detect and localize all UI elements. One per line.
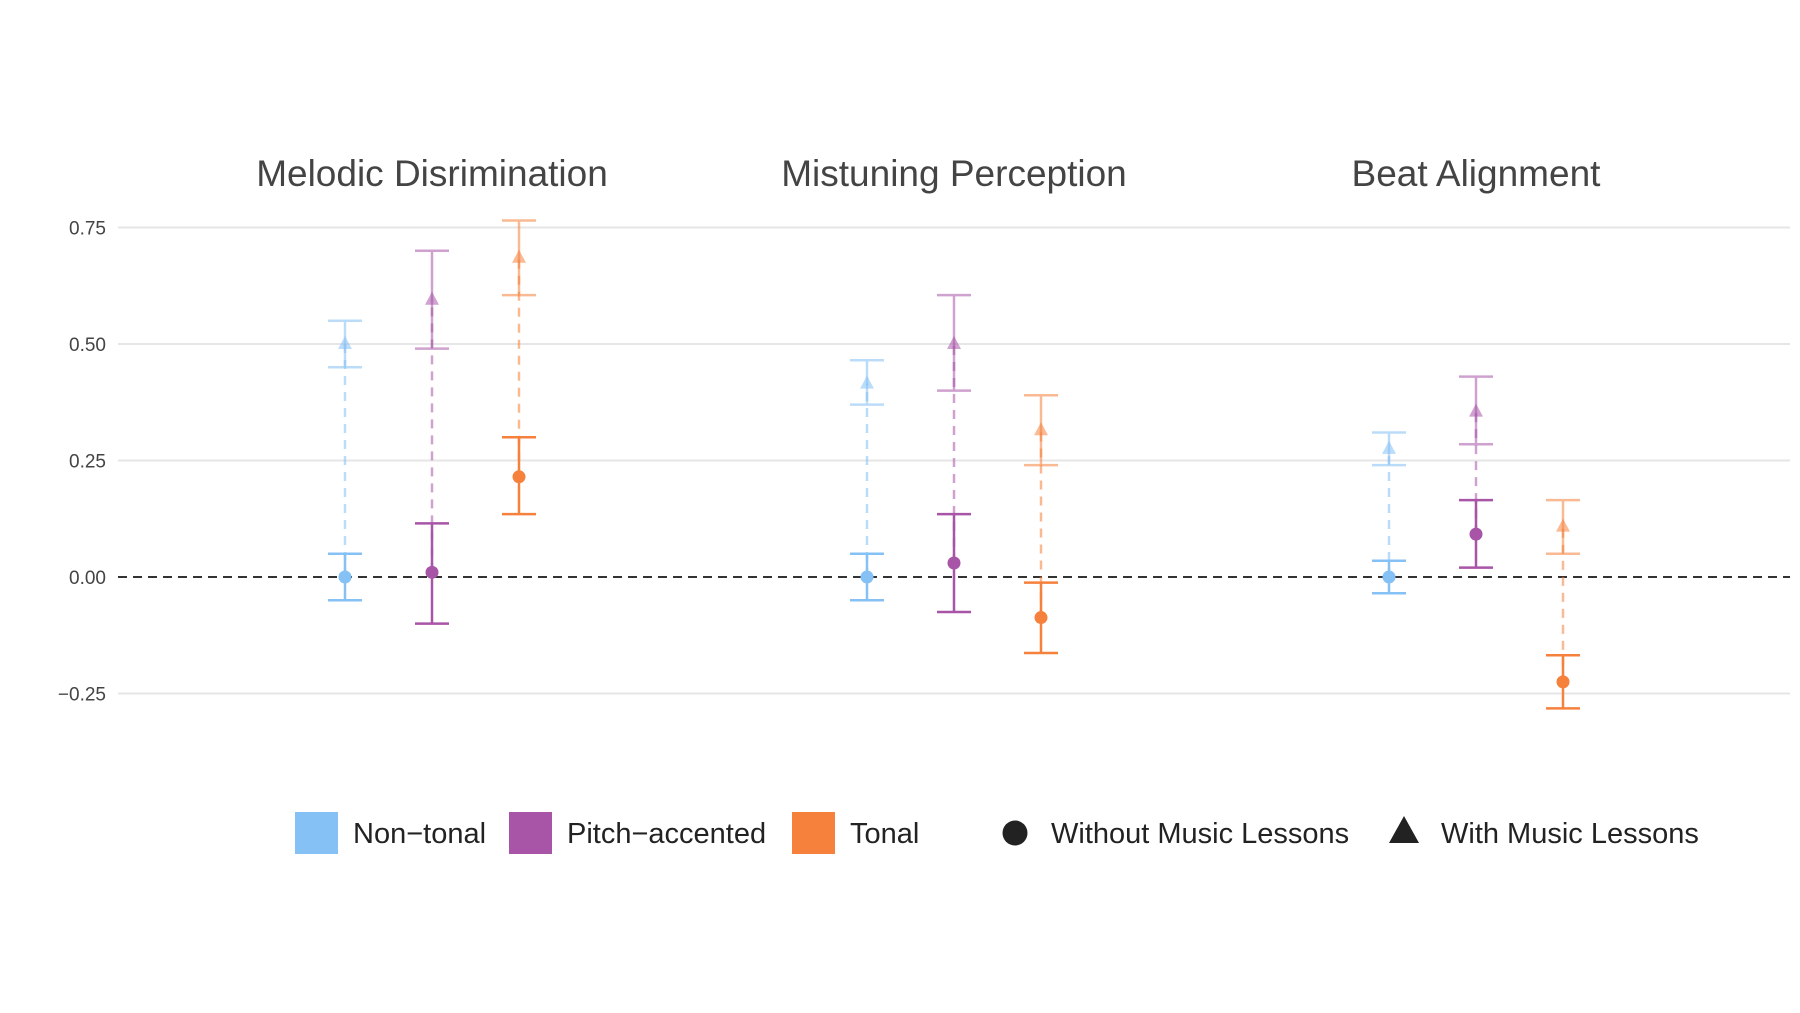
- melodic-disrimination-tonal-point-range: [502, 219, 536, 516]
- y-tick-label: 0.50: [69, 335, 106, 356]
- mistuning-perception-tonal-without-lessons-point: [1034, 611, 1048, 625]
- mistuning-perception-non-tonal-without-lessons-point: [860, 570, 874, 584]
- legend-label-pitch-accented: Pitch−accented: [567, 818, 766, 850]
- beat-alignment-non-tonal-with-lessons-triangle: [1382, 440, 1396, 454]
- mistuning-perception-pitch-accented-without-lessons-point: [947, 556, 961, 570]
- y-tick-label: 0.25: [69, 452, 106, 473]
- legend-circle-icon: [1002, 820, 1028, 846]
- melodic-disrimination-non-tonal-without-lessons-point: [338, 570, 352, 584]
- legend-label-tonal: Tonal: [850, 818, 919, 850]
- melodic-disrimination-pitch-accented-with-lessons-triangle: [425, 291, 439, 305]
- y-tick-label: 0.75: [69, 219, 106, 240]
- mistuning-perception-tonal-point-range: [1024, 394, 1058, 655]
- melodic-disrimination-tonal-with-lessons-triangle: [512, 249, 526, 263]
- y-tick-label: −0.25: [58, 685, 106, 706]
- panel-title-mistuning-perception: Mistuning Perception: [781, 153, 1127, 194]
- melodic-disrimination-pitch-accented-without-lessons-point: [425, 565, 439, 579]
- beat-alignment-pitch-accented-with-lessons-triangle: [1469, 403, 1483, 417]
- panel-title-melodic-disrimination: Melodic Disrimination: [256, 153, 608, 194]
- legend-swatch-pitch-accented: [509, 812, 552, 854]
- melodic-disrimination-non-tonal-with-lessons-triangle: [338, 336, 352, 349]
- beat-alignment-tonal-point-range: [1546, 498, 1580, 710]
- y-tick-label: 0.00: [69, 568, 106, 589]
- mistuning-perception-pitch-accented-point-range: [937, 293, 971, 614]
- melodic-disrimination-non-tonal-point-range: [328, 319, 362, 602]
- legend-label-non-tonal: Non−tonal: [353, 818, 486, 850]
- mistuning-perception-pitch-accented-with-lessons-triangle: [947, 336, 961, 349]
- beat-alignment-pitch-accented-point-range: [1459, 375, 1493, 569]
- beat-alignment-pitch-accented-without-lessons-point: [1469, 527, 1483, 541]
- beat-alignment-tonal-with-lessons-triangle: [1556, 518, 1570, 532]
- chart-marks: [328, 219, 1580, 710]
- melodic-disrimination-pitch-accented-point-range: [415, 249, 449, 625]
- mistuning-perception-non-tonal-with-lessons-triangle: [860, 375, 874, 389]
- legend: Non−tonal Pitch−accented Tonal Without Musi…: [295, 812, 1699, 854]
- panel-titles: Melodic Disrimination Mistuning Perceptio…: [256, 153, 1601, 194]
- legend-label-without-music-lessons: Without Music Lessons: [1051, 818, 1349, 850]
- y-axis-tick-labels: −0.25 0.00 0.25 0.50 0.75: [58, 219, 106, 706]
- beat-alignment-non-tonal-point-range: [1372, 431, 1406, 595]
- legend-swatch-tonal: [792, 812, 835, 854]
- mistuning-perception-tonal-with-lessons-triangle: [1034, 422, 1048, 436]
- legend-label-with-music-lessons: With Music Lessons: [1441, 818, 1699, 850]
- melodic-disrimination-tonal-without-lessons-point: [512, 470, 526, 484]
- beat-alignment-tonal-without-lessons-point: [1556, 675, 1570, 689]
- legend-triangle-icon: [1389, 816, 1419, 843]
- panel-title-beat-alignment: Beat Alignment: [1352, 153, 1602, 194]
- beat-alignment-non-tonal-without-lessons-point: [1382, 570, 1396, 584]
- legend-swatch-non-tonal: [295, 812, 338, 854]
- mistuning-perception-non-tonal-point-range: [850, 359, 884, 602]
